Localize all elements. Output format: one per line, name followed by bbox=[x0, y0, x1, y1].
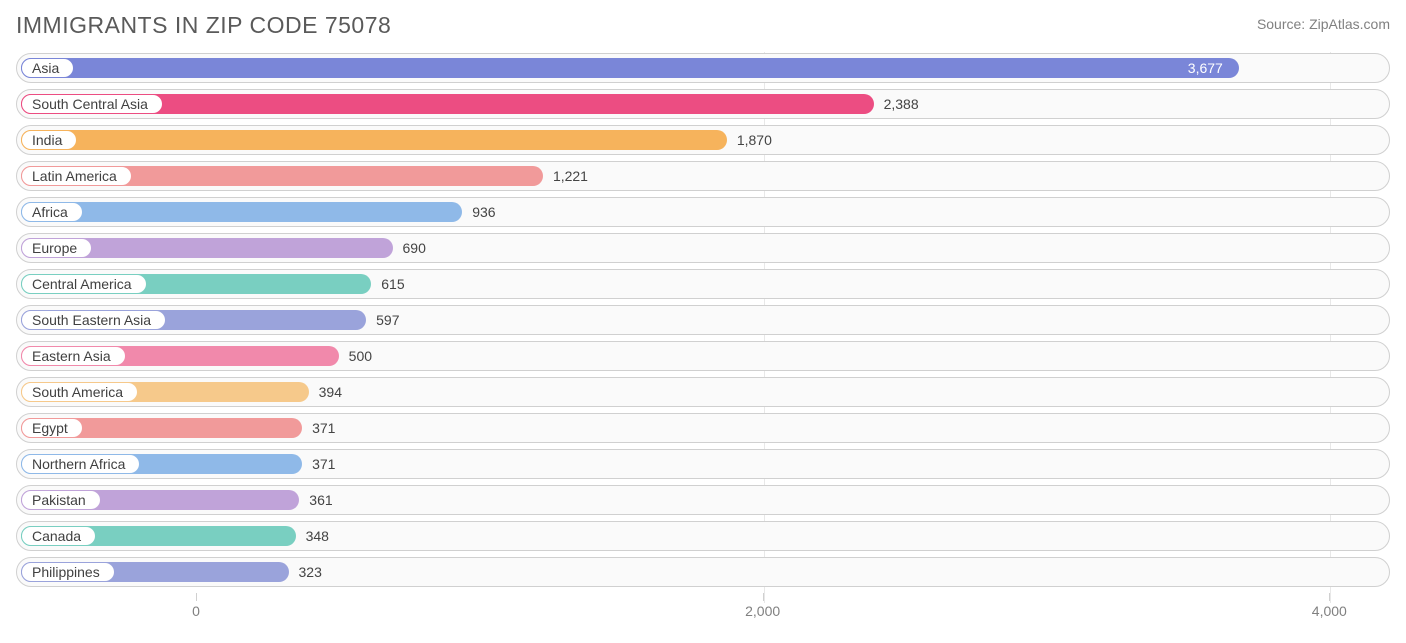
chart-source: Source: ZipAtlas.com bbox=[1257, 12, 1390, 32]
bar-track: India 1,870 bbox=[16, 125, 1390, 155]
category-pill: South Eastern Asia bbox=[21, 310, 166, 330]
category-pill: Central America bbox=[21, 274, 147, 294]
category-pill: Philippines bbox=[21, 562, 115, 582]
chart-rows: Asia 3,677 South Central Asia 2,388 India 1,8… bbox=[16, 53, 1390, 587]
chart-container: IMMIGRANTS IN ZIP CODE 75078 Source: Zip… bbox=[0, 0, 1406, 643]
value-label: 597 bbox=[366, 306, 399, 334]
value-label: 394 bbox=[309, 378, 342, 406]
value-label: 2,388 bbox=[874, 90, 919, 118]
bar-track: South Eastern Asia 597 bbox=[16, 305, 1390, 335]
bar-track: South America 394 bbox=[16, 377, 1390, 407]
bar bbox=[21, 130, 727, 150]
bar-track: Central America 615 bbox=[16, 269, 1390, 299]
bar bbox=[21, 202, 462, 222]
category-pill: Latin America bbox=[21, 166, 132, 186]
axis-tick-label: 4,000 bbox=[1312, 603, 1347, 619]
axis-tick bbox=[763, 593, 764, 601]
axis-tick bbox=[1329, 593, 1330, 601]
value-label: 500 bbox=[339, 342, 372, 370]
value-label: 690 bbox=[393, 234, 426, 262]
value-label: 371 bbox=[302, 414, 335, 442]
bar-track: Pakistan 361 bbox=[16, 485, 1390, 515]
category-pill: Eastern Asia bbox=[21, 346, 126, 366]
bar-track: Eastern Asia 500 bbox=[16, 341, 1390, 371]
bar-track: Canada 348 bbox=[16, 521, 1390, 551]
value-label: 361 bbox=[299, 486, 332, 514]
chart-title: IMMIGRANTS IN ZIP CODE 75078 bbox=[16, 12, 391, 39]
bar-track: Europe 690 bbox=[16, 233, 1390, 263]
value-label: 3,677 bbox=[1188, 54, 1237, 82]
chart-header: IMMIGRANTS IN ZIP CODE 75078 Source: Zip… bbox=[16, 12, 1390, 39]
category-pill: South Central Asia bbox=[21, 94, 163, 114]
value-label: 936 bbox=[462, 198, 495, 226]
category-pill: South America bbox=[21, 382, 138, 402]
x-axis: 0 2,000 4,000 bbox=[16, 593, 1390, 633]
bar-track: Northern Africa 371 bbox=[16, 449, 1390, 479]
category-pill: Europe bbox=[21, 238, 92, 258]
bar-track: Asia 3,677 bbox=[16, 53, 1390, 83]
bar-track: Egypt 371 bbox=[16, 413, 1390, 443]
axis-tick-label: 2,000 bbox=[745, 603, 780, 619]
bar bbox=[21, 58, 1239, 78]
category-pill: India bbox=[21, 130, 77, 150]
category-pill: Asia bbox=[21, 58, 74, 78]
value-label: 1,870 bbox=[727, 126, 772, 154]
axis-tick-label: 0 bbox=[192, 603, 200, 619]
bar-track: Africa 936 bbox=[16, 197, 1390, 227]
axis-tick bbox=[196, 593, 197, 601]
value-label: 1,221 bbox=[543, 162, 588, 190]
value-label: 615 bbox=[371, 270, 404, 298]
value-label: 323 bbox=[289, 558, 322, 586]
bar-track: Latin America 1,221 bbox=[16, 161, 1390, 191]
category-pill: Egypt bbox=[21, 418, 83, 438]
bar-track: Philippines 323 bbox=[16, 557, 1390, 587]
category-pill: Northern Africa bbox=[21, 454, 140, 474]
bar-track: South Central Asia 2,388 bbox=[16, 89, 1390, 119]
value-label: 348 bbox=[296, 522, 329, 550]
category-pill: Pakistan bbox=[21, 490, 101, 510]
category-pill: Canada bbox=[21, 526, 96, 546]
category-pill: Africa bbox=[21, 202, 83, 222]
value-label: 371 bbox=[302, 450, 335, 478]
